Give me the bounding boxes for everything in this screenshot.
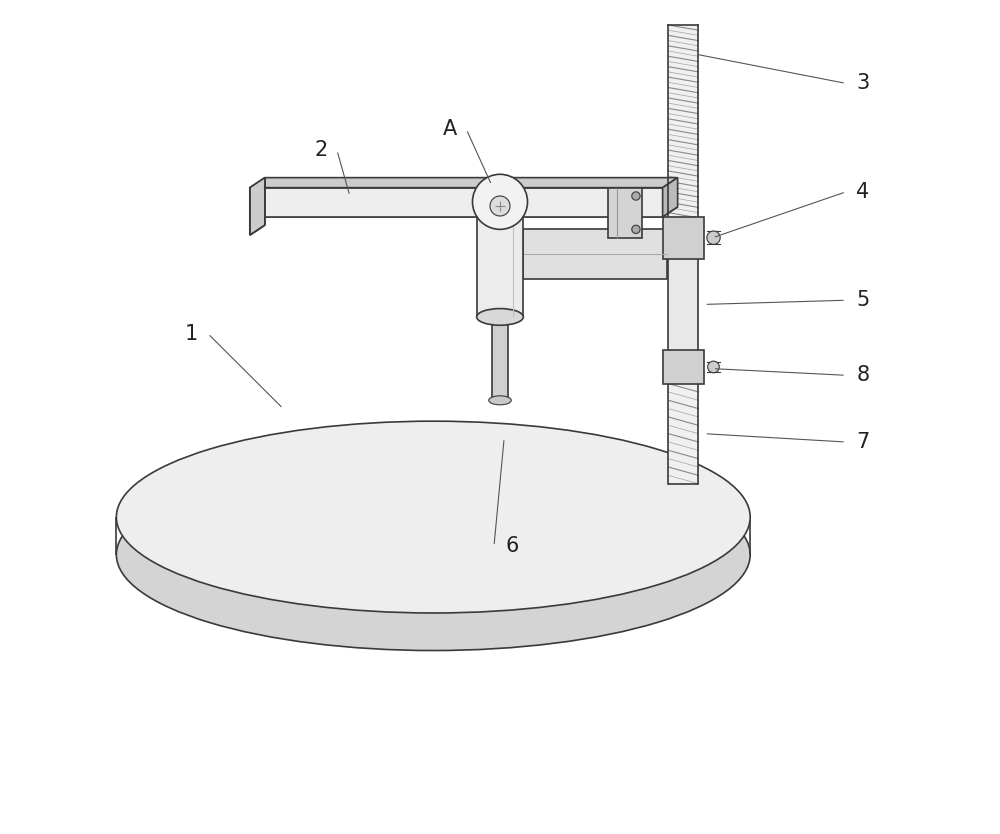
Bar [477, 200, 523, 317]
Bar [668, 367, 698, 484]
Bar [663, 217, 704, 259]
Ellipse shape [477, 192, 523, 208]
Bar [668, 234, 698, 367]
Circle shape [632, 192, 640, 200]
Bar [608, 188, 642, 238]
Text: 3: 3 [856, 73, 869, 93]
Text: 7: 7 [856, 432, 869, 452]
Circle shape [632, 225, 640, 234]
Ellipse shape [116, 459, 750, 651]
Bar [492, 317, 508, 400]
Circle shape [472, 174, 528, 229]
Text: 8: 8 [856, 365, 869, 385]
Polygon shape [250, 207, 678, 217]
Ellipse shape [116, 421, 750, 613]
Bar [523, 229, 667, 279]
Text: 2: 2 [314, 140, 327, 160]
Polygon shape [250, 188, 663, 217]
Text: 4: 4 [856, 182, 869, 202]
Ellipse shape [477, 309, 523, 325]
Bar [663, 350, 704, 384]
Text: 5: 5 [856, 290, 869, 310]
Bar [668, 25, 698, 234]
Text: A: A [443, 119, 457, 139]
Polygon shape [663, 178, 678, 217]
Text: 6: 6 [506, 536, 519, 556]
Polygon shape [250, 178, 265, 235]
Text: 1: 1 [185, 324, 198, 344]
Circle shape [708, 361, 719, 373]
Polygon shape [250, 178, 678, 188]
Ellipse shape [489, 396, 511, 404]
Circle shape [490, 196, 510, 216]
Circle shape [707, 231, 720, 244]
